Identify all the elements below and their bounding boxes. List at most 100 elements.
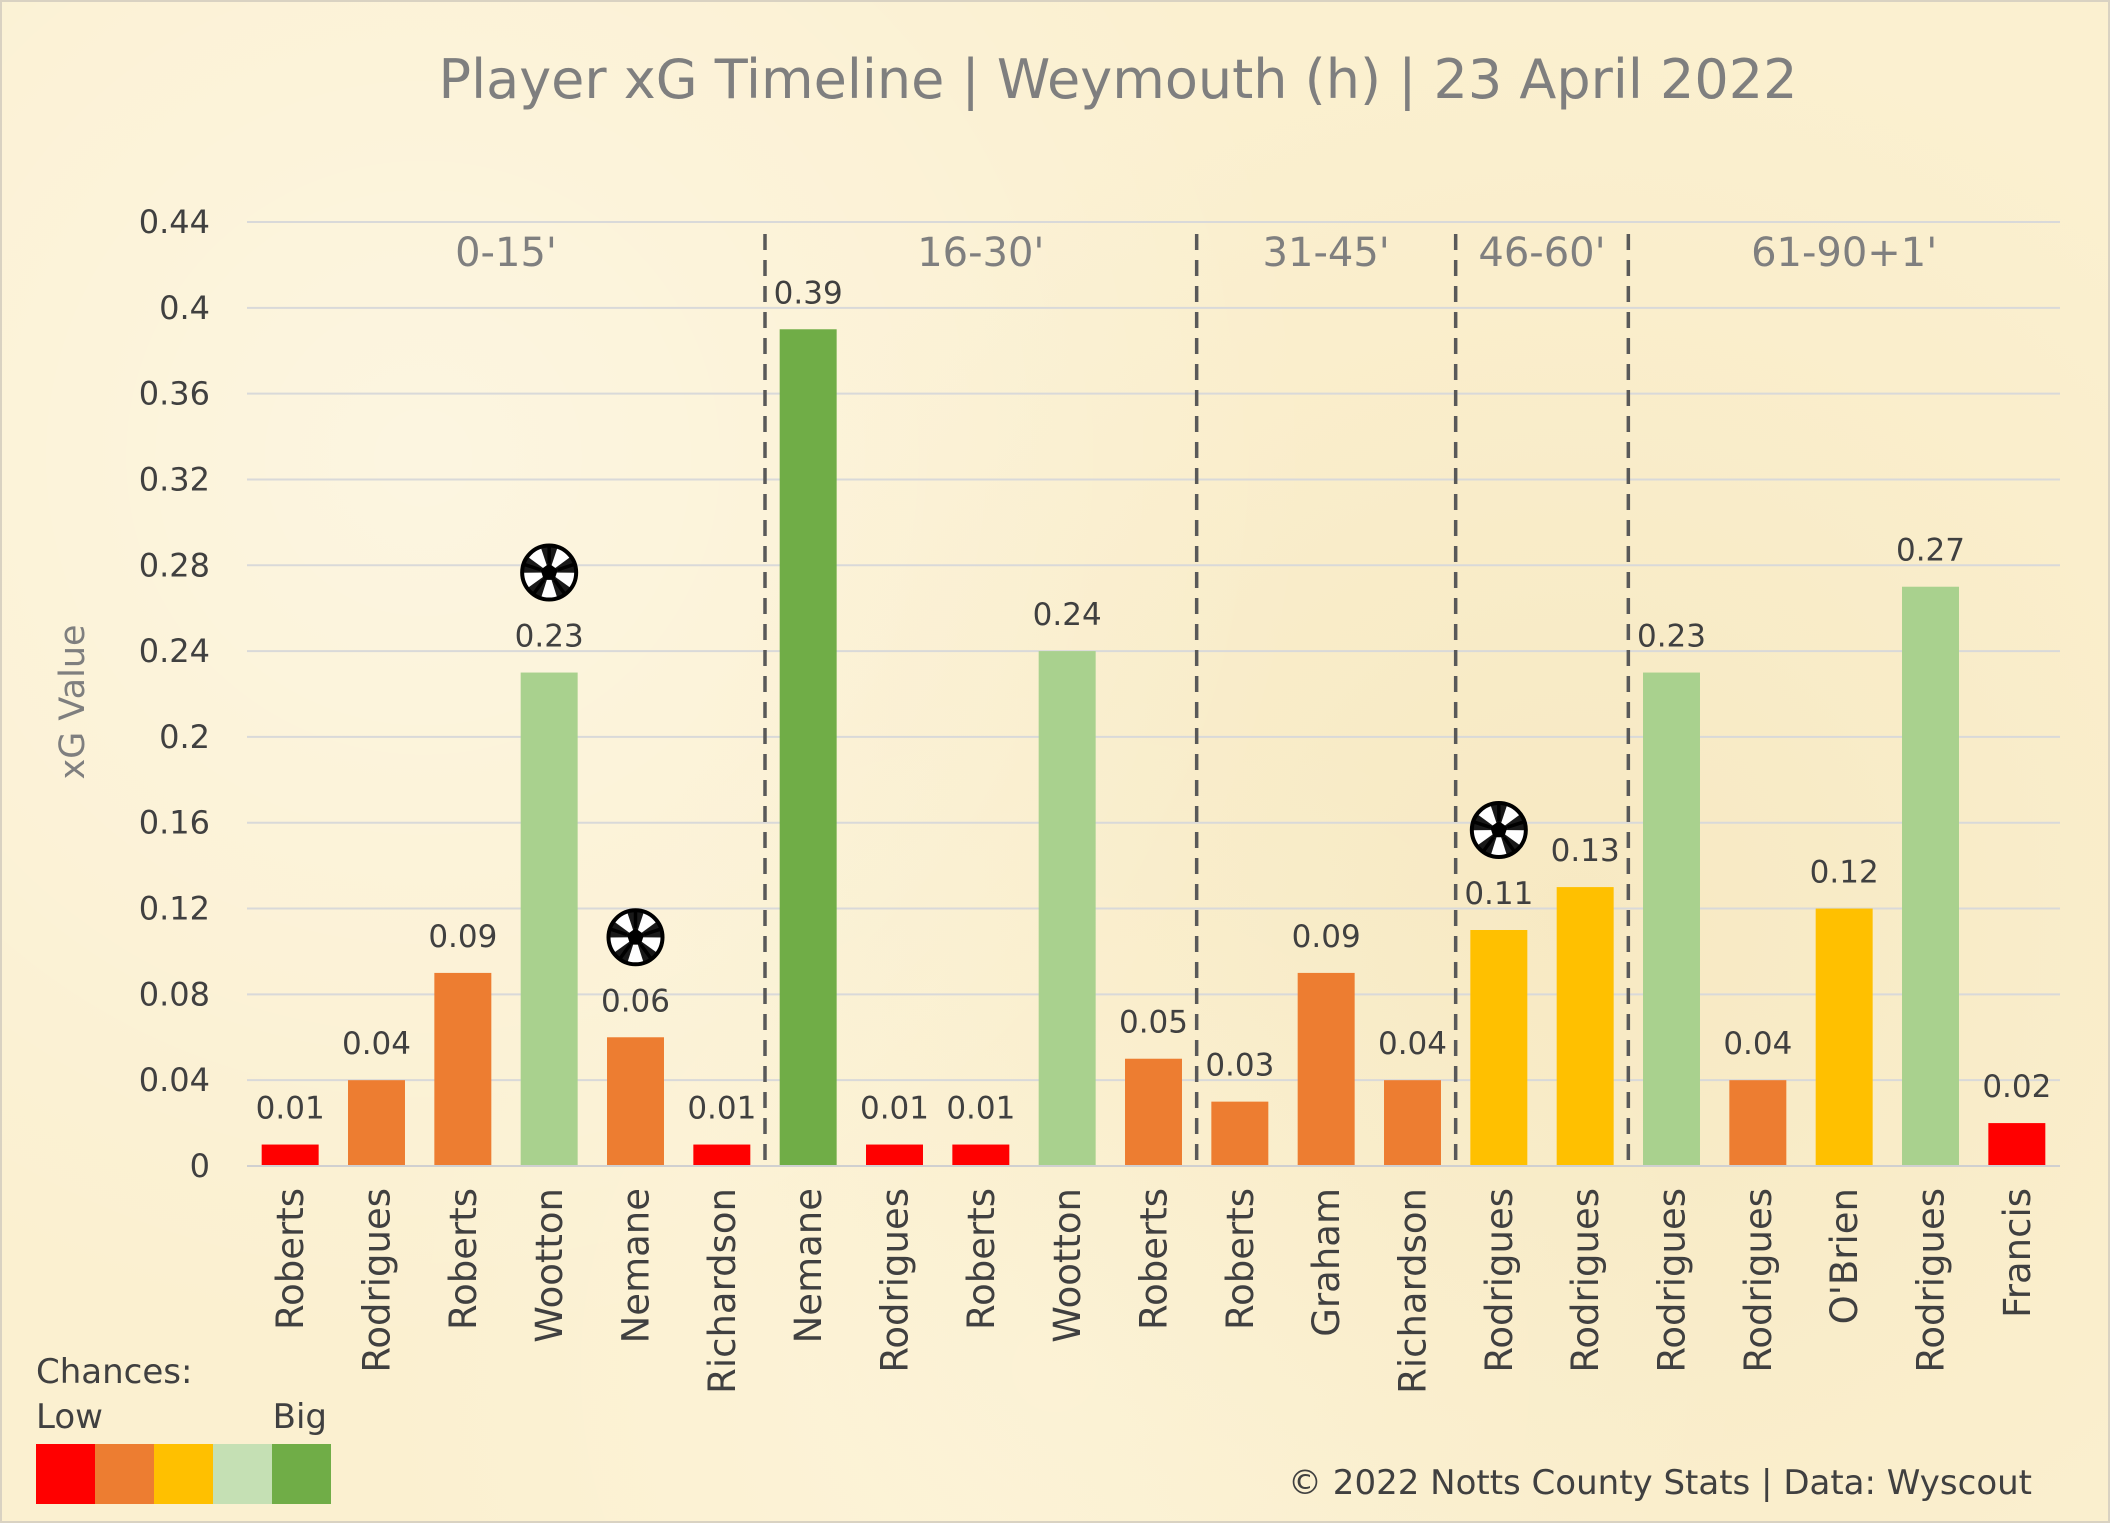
bar — [1297, 972, 1355, 1166]
data-label: 0.03 — [1205, 1048, 1274, 1084]
x-tick-label: Wootton — [1046, 1188, 1089, 1343]
data-label: 0.01 — [860, 1091, 929, 1127]
x-tick-label: Roberts — [269, 1188, 312, 1330]
y-tick-label: 0.32 — [139, 460, 210, 498]
y-tick-label: 0.24 — [139, 632, 210, 670]
period-label: 46-60' — [1478, 230, 1605, 276]
bar — [1125, 1058, 1182, 1166]
football-icon — [1469, 801, 1528, 859]
y-tick-label: 0.08 — [139, 975, 210, 1013]
data-label: 0.01 — [946, 1091, 1015, 1127]
data-label: 0.04 — [1378, 1026, 1447, 1062]
y-tick-label: 0 — [190, 1147, 210, 1185]
x-tick-label: Richardson — [1392, 1188, 1435, 1394]
period-label: 31-45' — [1263, 230, 1390, 276]
period-label: 16-30' — [917, 230, 1044, 276]
y-tick-label: 0.36 — [139, 375, 210, 413]
bar — [607, 1037, 664, 1166]
bar — [1643, 672, 1700, 1166]
legend-swatches — [36, 1444, 331, 1504]
bars: 0.01 0.04 0.09 0.23 0.06 0.01 0.39 0.01 0.01 0.24… — [256, 275, 2051, 1167]
legend-swatch — [36, 1444, 95, 1504]
footer-credit: © 2022 Notts County Stats | Data: Wyscou… — [1288, 1463, 2032, 1503]
data-label: 0.23 — [515, 619, 584, 655]
data-label: 0.09 — [1292, 919, 1361, 955]
legend-swatch — [95, 1444, 154, 1504]
data-label: 0.23 — [1637, 619, 1706, 655]
x-tick-label: Graham — [1305, 1188, 1348, 1337]
bar — [348, 1080, 405, 1166]
legend-big-label: Big — [273, 1397, 327, 1437]
x-tick-label: Rodrigues — [356, 1188, 399, 1373]
data-label: 0.04 — [342, 1026, 411, 1062]
bar — [866, 1144, 923, 1166]
legend-swatch — [154, 1444, 213, 1504]
bar — [1384, 1080, 1441, 1166]
legend-swatch — [213, 1444, 272, 1504]
football-icon — [606, 908, 665, 967]
x-tick-label: Nemane — [787, 1188, 830, 1343]
data-label: 0.09 — [428, 919, 497, 955]
x-tick-label: Nemane — [615, 1188, 658, 1343]
data-label: 0.06 — [601, 983, 670, 1019]
bar — [1729, 1080, 1787, 1166]
bar — [1902, 586, 1959, 1166]
bar — [952, 1144, 1010, 1166]
x-tick-label: Rodrigues — [1910, 1188, 1953, 1373]
bar — [1211, 1101, 1269, 1166]
y-tick-label: 0.2 — [159, 718, 210, 756]
data-label: 0.27 — [1896, 533, 1965, 569]
legend-low-label: Low — [36, 1397, 103, 1437]
x-tick-label: Wootton — [528, 1188, 571, 1343]
x-tick-label: Roberts — [1133, 1188, 1176, 1330]
y-tick-label: 0.12 — [139, 890, 210, 928]
period-label: 61-90+1' — [1751, 230, 1937, 276]
bar — [779, 329, 837, 1167]
x-tick-label: Roberts — [1219, 1188, 1262, 1330]
x-tick-label: Roberts — [442, 1188, 485, 1330]
chart-title: Player xG Timeline | Weymouth (h) | 23 A… — [439, 48, 1798, 111]
data-label: 0.02 — [1982, 1069, 2051, 1105]
x-tick-label: Rodrigues — [874, 1188, 917, 1373]
bar — [1470, 930, 1528, 1166]
data-label: 0.01 — [256, 1091, 325, 1127]
y-tick-label: 0.16 — [139, 804, 210, 842]
y-tick-label: 0.28 — [139, 546, 210, 584]
data-label: 0.24 — [1033, 597, 1102, 633]
x-tick-label: Rodrigues — [1564, 1188, 1607, 1373]
x-axis-ticks: Roberts Rodrigues Roberts Wootton Nemane Rich… — [269, 1188, 2039, 1394]
bar — [1556, 887, 1614, 1166]
y-axis-label: xG Value — [53, 624, 93, 779]
legend-swatch — [272, 1444, 331, 1504]
x-tick-label: Richardson — [701, 1188, 744, 1394]
bar — [1815, 908, 1873, 1166]
data-label: 0.12 — [1810, 855, 1879, 891]
x-tick-label: Francis — [1996, 1188, 2039, 1318]
y-tick-label: 0.44 — [139, 203, 210, 241]
bar — [1038, 651, 1096, 1166]
x-tick-label: Rodrigues — [1478, 1188, 1521, 1373]
data-label: 0.04 — [1723, 1026, 1792, 1062]
period-labels: 0-15' 16-30' 31-45' 46-60' 61-90+1' — [455, 230, 1937, 276]
football-icon — [520, 543, 579, 602]
legend-title: Chances: — [36, 1352, 192, 1392]
chances-legend: Chances: Low Big — [36, 1352, 331, 1504]
x-tick-label: Rodrigues — [1737, 1188, 1780, 1373]
data-label: 0.11 — [1464, 876, 1533, 912]
bar — [261, 1144, 319, 1166]
y-tick-label: 0.04 — [139, 1061, 210, 1099]
data-label: 0.13 — [1551, 833, 1620, 869]
bar — [434, 972, 492, 1166]
data-label: 0.05 — [1119, 1005, 1188, 1041]
y-tick-label: 0.4 — [159, 289, 210, 327]
period-label: 0-15' — [455, 230, 557, 276]
bar — [1988, 1123, 2046, 1166]
bar — [520, 672, 578, 1166]
data-label: 0.01 — [687, 1091, 756, 1127]
data-label: 0.39 — [774, 275, 843, 311]
x-tick-label: Roberts — [960, 1188, 1003, 1330]
x-tick-label: Rodrigues — [1651, 1188, 1694, 1373]
bar — [693, 1144, 751, 1166]
